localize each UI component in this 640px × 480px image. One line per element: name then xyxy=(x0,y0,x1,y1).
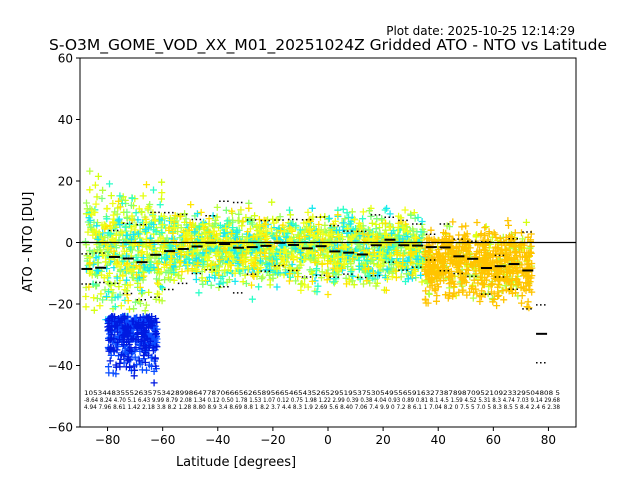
statistics-overlay xyxy=(80,200,576,364)
annotation-means: -8.64 8.24 4.70 5.1 6.43 9.99 8.79 2.08 … xyxy=(84,396,560,404)
x-tick-label: 0 xyxy=(324,433,332,447)
x-tick-label: 80 xyxy=(541,433,556,447)
chart-title: S-O3M_GOME_VOD_XX_M01_20251024Z Gridded … xyxy=(49,36,607,55)
annotation-std: 4.94 7.96 8.61 1.42 2.18 3.8 8.2 1.28 8.… xyxy=(84,403,560,411)
x-tick-label: −80 xyxy=(95,433,120,447)
y-tick-label: −60 xyxy=(48,421,73,435)
y-tick-label: 60 xyxy=(58,52,73,66)
y-tick-label: 20 xyxy=(58,175,73,189)
axes: −80 −60 −40 −20 0 20 40 60 80 −60 −40 −20 0 20 40 60 xyxy=(48,52,556,448)
y-axis-label: ATO - NTO [DU] xyxy=(21,192,36,293)
scatter-points xyxy=(82,167,536,387)
x-tick-label: 20 xyxy=(375,433,390,447)
y-tick-label: −40 xyxy=(48,359,73,373)
x-tick-label: 60 xyxy=(486,433,501,447)
annotation-counts: 1053448355526357534289986477870666562658… xyxy=(84,389,560,397)
y-tick-label: 40 xyxy=(58,113,73,127)
x-tick-label: −20 xyxy=(260,433,285,447)
scatter-markers-lowest xyxy=(104,312,161,387)
y-tick-label: −20 xyxy=(48,298,73,312)
scatter-markers xyxy=(86,200,428,310)
plot-date: Plot date: 2025-10-25 12:14:29 xyxy=(386,24,575,38)
x-tick-label: −40 xyxy=(205,433,230,447)
x-tick-label: −60 xyxy=(150,433,175,447)
y-tick-label: 0 xyxy=(65,236,73,250)
x-axis-label: Latitude [degrees] xyxy=(176,455,296,470)
x-tick-label: 40 xyxy=(431,433,446,447)
bin-annotations: 1053448355526357534289986477870666562658… xyxy=(84,389,560,411)
